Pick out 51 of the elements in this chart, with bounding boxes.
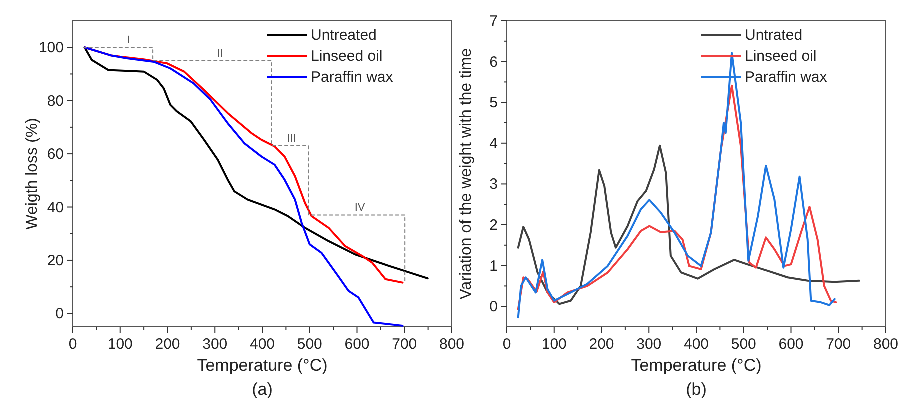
x-tick-label: 600: [778, 336, 804, 353]
x-tick-label: 800: [439, 336, 465, 353]
text: (b): [686, 380, 707, 399]
x-tick-label: 300: [202, 336, 228, 353]
y-tick-label: 7: [490, 13, 498, 30]
legend-label: Untreated: [311, 27, 377, 44]
x-tick-label: 200: [589, 336, 614, 353]
x-tick-label: 500: [297, 336, 322, 353]
x-tick-label: 0: [68, 336, 78, 353]
line-series: [517, 52, 836, 319]
x-tick-label: 600: [344, 336, 370, 353]
y-tick-label: 0: [56, 306, 64, 323]
y-tick-label: 0: [490, 298, 498, 316]
x-tick-label: 300: [636, 336, 662, 353]
x-tick-label: 400: [684, 336, 710, 353]
x-tick-label: 100: [542, 336, 567, 353]
y-tick-label: 3: [490, 176, 498, 194]
y-tick-label: 2: [490, 217, 498, 234]
line-series: [84, 46, 404, 327]
y-tick-label: 1: [490, 258, 498, 275]
text: (a): [252, 380, 273, 399]
annotation: II: [217, 48, 224, 60]
annotation: IV: [354, 202, 366, 214]
y-tick-label: 6: [490, 54, 498, 71]
line-series: [517, 144, 860, 306]
y-tick-label: 20: [47, 252, 64, 270]
x-tick-label: 0: [502, 336, 512, 353]
x-tick-label: 200: [155, 336, 180, 353]
x-tick-label: 700: [826, 336, 852, 353]
legend-label: Paraffin wax: [745, 69, 828, 86]
legend-label: Linseed oil: [311, 48, 383, 65]
y-axis-title: Weigth loss (%): [24, 118, 41, 230]
x-tick-label: 100: [108, 336, 133, 353]
x-tick-label: 700: [392, 336, 418, 353]
x-axis-title: Temperature (°C): [197, 356, 328, 375]
x-axis-title: Temperature (°C): [631, 356, 762, 375]
y-tick-label: 100: [38, 40, 64, 57]
annotation: I: [127, 34, 130, 47]
y-tick-label: 80: [47, 92, 64, 110]
annotation: III: [287, 133, 296, 146]
y-tick-label: 5: [490, 94, 498, 112]
legend-label: Paraffin wax: [311, 69, 394, 86]
legend-label: Untrated: [745, 27, 803, 44]
y-tick-label: 40: [47, 199, 64, 216]
x-tick-label: 400: [250, 336, 276, 353]
x-tick-label: 800: [873, 336, 899, 353]
y-tick-label: 4: [490, 135, 498, 152]
legend-label: Linseed oil: [745, 48, 817, 65]
x-tick-label: 500: [731, 336, 756, 353]
y-axis-title: Variation of the weight with the time: [458, 48, 475, 300]
y-tick-label: 60: [47, 146, 64, 164]
